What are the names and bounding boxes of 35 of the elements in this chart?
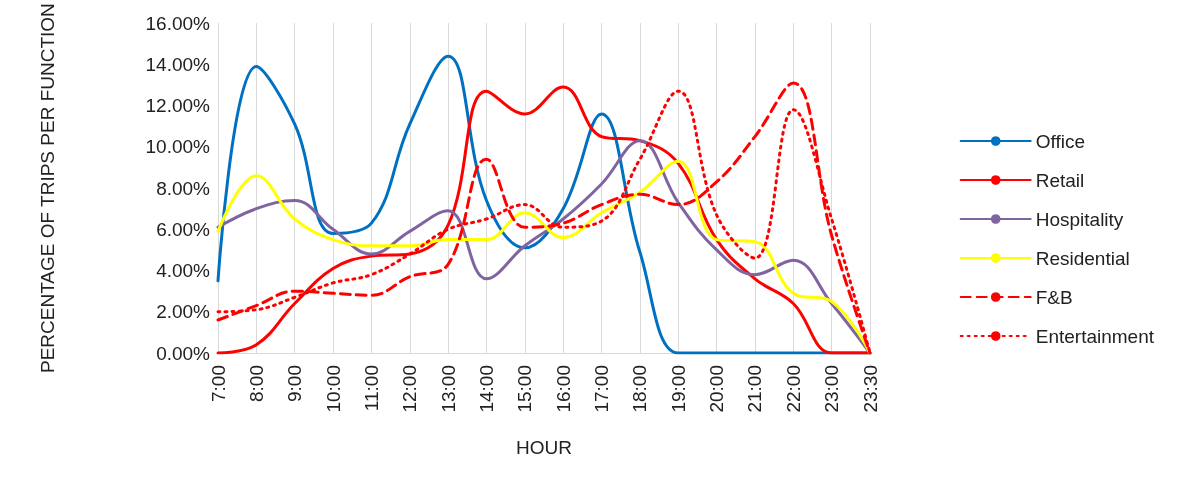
x-axis-title: HOUR: [516, 437, 572, 458]
x-tick-label: 18:00: [629, 365, 651, 413]
x-tick-label: 17:00: [591, 365, 613, 413]
legend-label: F&B: [1035, 286, 1073, 308]
x-tick-label: 23:00: [821, 365, 843, 413]
y-axis-title: PERCENTAGE OF TRIPS PER FUNCTION: [36, 3, 58, 374]
x-tick-label: 19:00: [667, 365, 689, 413]
x-tick-label: 22:00: [782, 365, 804, 413]
y-tick-label: 6.00%: [156, 218, 211, 240]
legend-label: Residential: [1035, 247, 1130, 269]
y-tick-label: 12.00%: [145, 95, 211, 117]
x-tick-label: 20:00: [706, 365, 728, 413]
x-tick-label: 7:00: [207, 365, 229, 402]
x-tick-label: 13:00: [437, 365, 459, 413]
x-tick-label: 11:00: [360, 365, 382, 412]
y-tick-label: 4.00%: [156, 260, 211, 282]
x-tick-label: 8:00: [245, 365, 267, 402]
x-tick-label: 9:00: [284, 365, 306, 402]
legend-label: Retail: [1035, 169, 1085, 191]
legend-label: Hospitality: [1035, 208, 1124, 230]
x-tick-label: 23:30: [859, 365, 881, 413]
y-tick-label: 0.00%: [156, 342, 211, 364]
legend-label: Office: [1035, 130, 1085, 152]
y-tick-label: 14.00%: [145, 53, 211, 75]
x-tick-label: 12:00: [399, 365, 421, 413]
x-tick-label: 16:00: [552, 365, 574, 413]
legend-label: Entertainment: [1035, 325, 1155, 347]
y-tick-label: 10.00%: [145, 136, 211, 158]
y-tick-label: 2.00%: [156, 301, 211, 323]
y-tick-label: 16.00%: [145, 12, 211, 34]
x-tick-label: 21:00: [744, 365, 766, 413]
x-tick-label: 14:00: [475, 365, 497, 413]
x-tick-label: 15:00: [514, 365, 536, 413]
x-tick-label: 10:00: [322, 365, 344, 413]
y-tick-label: 8.00%: [156, 177, 211, 199]
